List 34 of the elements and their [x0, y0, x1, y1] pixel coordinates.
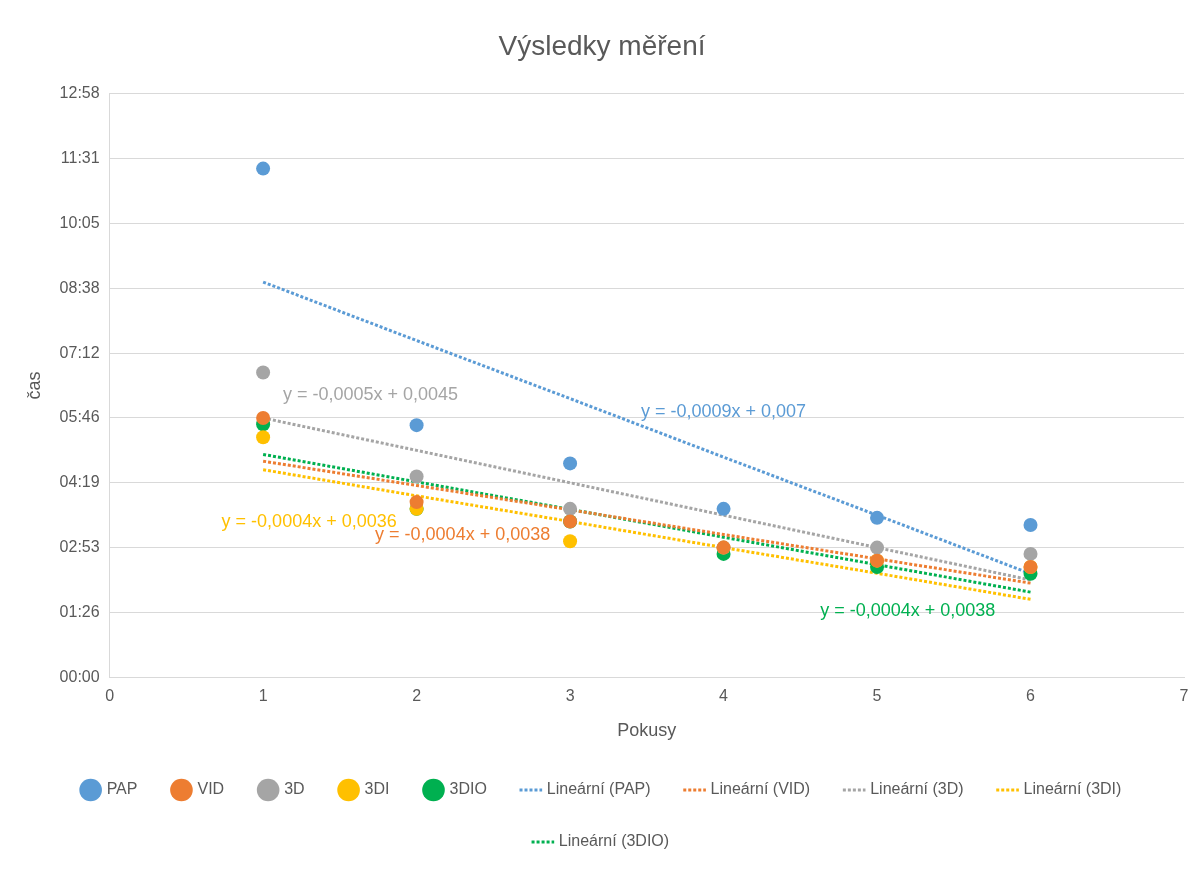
y-tick-label: 11:31: [60, 149, 100, 167]
y-tick-label: 00:00: [59, 667, 100, 685]
x-tick-label: 0: [105, 687, 115, 705]
y-tick-label: 07:12: [59, 343, 100, 361]
annotation: y = -0,0009x + 0,007: [641, 401, 807, 422]
x-tick-label: 6: [1026, 687, 1036, 705]
y-axis-title: čas: [23, 371, 44, 400]
legend-label: Lineární (3DI): [1023, 780, 1122, 798]
y-tick-label: 05:46: [59, 408, 100, 426]
y-tick-label: 01:26: [59, 603, 100, 621]
x-tick-label: 3: [565, 687, 575, 705]
x-tick-label: 4: [719, 687, 729, 705]
legend-label: Lineární (3D): [870, 780, 964, 798]
legend-label: 3DIO: [449, 780, 487, 798]
legend-label: Lineární (3DIO): [558, 832, 670, 850]
y-tick-label: 04:19: [59, 473, 100, 491]
y-tick-label: 12:58: [59, 84, 100, 102]
x-tick-label: 2: [412, 687, 422, 705]
legend-label: PAP: [106, 780, 138, 798]
chart-title: Výsledky měření: [498, 29, 706, 61]
legend-label: Lineární (PAP): [546, 780, 651, 798]
legend-label: VID: [197, 780, 225, 798]
x-tick-label: 5: [872, 687, 882, 705]
legend-label: 3D: [284, 780, 305, 798]
y-tick-label: 02:53: [59, 537, 100, 555]
x-tick-label: 1: [258, 687, 268, 705]
annotation: y = -0,0004x + 0,0038: [820, 599, 996, 620]
x-tick-label: 7: [1179, 687, 1189, 705]
legend-label: Lineární (VID): [710, 780, 811, 798]
y-tick-label: 08:38: [59, 279, 100, 297]
x-axis-title: Pokusy: [617, 720, 677, 741]
annotation: y = -0,0005x + 0,0045: [282, 384, 459, 405]
legend-label: 3DI: [364, 780, 390, 798]
y-tick-label: 10:05: [59, 213, 100, 231]
